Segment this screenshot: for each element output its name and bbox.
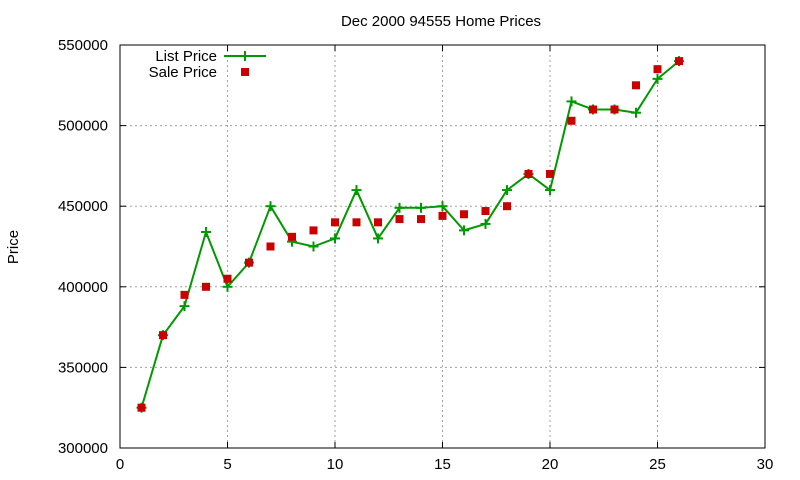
- list-price-point: [265, 201, 276, 212]
- grid-layer: [120, 45, 765, 448]
- x-tick-label: 25: [649, 456, 666, 473]
- sale-price-point: [653, 65, 662, 74]
- y-axis-label: Price: [5, 230, 22, 264]
- list-price-point: [480, 218, 491, 229]
- x-tick-label: 20: [542, 456, 559, 473]
- list-price-point: [459, 225, 469, 236]
- sale-price-point: [524, 169, 533, 178]
- sale-price-point: [374, 218, 382, 227]
- sale-price-point: [309, 226, 318, 235]
- list-price-point: [437, 201, 448, 212]
- sale-price-point: [417, 215, 425, 224]
- sale-price-point: [331, 218, 339, 227]
- list-price-point: [373, 233, 383, 244]
- sale-price-point: [245, 258, 253, 267]
- list-price-point: [394, 202, 405, 213]
- x-tick-label: 15: [434, 456, 451, 473]
- list-price-point: [545, 185, 555, 196]
- sale-price-point: [503, 202, 511, 211]
- list-price-point: [201, 226, 211, 237]
- sale-price-point: [395, 215, 404, 224]
- sale-price-point: [159, 331, 167, 340]
- sale-price-point: [589, 105, 597, 114]
- list-price-point: [652, 73, 663, 84]
- sale-price-point: [352, 218, 361, 227]
- list-price-point: [502, 185, 512, 196]
- sale-price-point: [632, 81, 640, 90]
- y-tick-label: 400000: [58, 279, 108, 296]
- y-tick-label: 550000: [58, 37, 108, 54]
- sale-price-point: [546, 169, 554, 178]
- sale-price-point: [675, 57, 683, 66]
- list-price-point: [330, 233, 340, 244]
- chart-title: Dec 2000 94555 Home Prices: [341, 13, 541, 30]
- sale-price-point: [223, 274, 232, 283]
- sale-price-point: [438, 211, 447, 220]
- sale-price-point: [610, 105, 619, 114]
- x-tick-label: 30: [757, 456, 774, 473]
- legend-label-list-price: List Price: [155, 48, 217, 65]
- x-tick-label: 10: [327, 456, 344, 473]
- axes-layer: [119, 44, 766, 449]
- legend-marker-sale-price: [241, 68, 249, 76]
- tick-label-layer: 0 5 10 15 20 25 30 300000 350000 400000 450000 5000…: [58, 37, 773, 473]
- list-price-point: [566, 96, 577, 107]
- y-tick-label: 350000: [58, 359, 108, 376]
- list-price-point: [308, 241, 319, 252]
- list-price-point: [222, 281, 233, 292]
- sale-price-point: [460, 210, 468, 219]
- list-price-line: [140, 60, 680, 408]
- legend-label-sale-price: Sale Price: [149, 64, 217, 81]
- series-layer: [136, 56, 684, 413]
- sale-price-point: [567, 116, 576, 125]
- x-tick-label: 0: [116, 456, 124, 473]
- y-tick-label: 500000: [58, 118, 108, 135]
- list-price-point: [631, 107, 641, 118]
- y-tick-label: 450000: [58, 198, 108, 215]
- list-price-point: [351, 185, 362, 196]
- sale-price-point: [137, 403, 146, 412]
- list-price-point: [179, 301, 190, 312]
- sale-price-point: [481, 207, 490, 216]
- sale-price-point: [202, 282, 210, 291]
- x-tick-label: 5: [223, 456, 231, 473]
- sale-price-point: [266, 242, 275, 251]
- sale-price-point: [180, 290, 189, 299]
- list-price-point: [416, 202, 426, 213]
- y-tick-label: 300000: [58, 440, 108, 457]
- sale-price-point: [288, 232, 296, 241]
